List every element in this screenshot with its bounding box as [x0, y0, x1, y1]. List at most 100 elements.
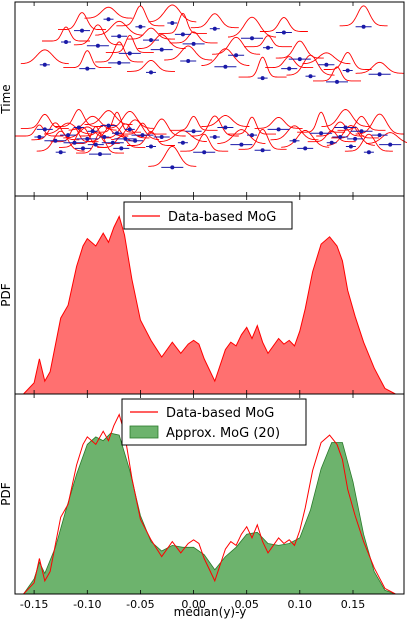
point-gaussian [101, 123, 150, 139]
data-point [110, 140, 115, 145]
points-layer [34, 17, 402, 170]
data-point [66, 133, 71, 138]
point-gaussian [84, 6, 133, 19]
data-point [308, 74, 313, 79]
point-gaussian [190, 13, 239, 29]
point-gaussian [228, 16, 276, 38]
data-point [223, 125, 228, 130]
point-gaussian [180, 133, 229, 152]
point-gaussian [366, 132, 407, 144]
data-point [281, 30, 286, 35]
data-point [159, 135, 164, 139]
data-point [287, 66, 292, 71]
data-point [239, 142, 244, 147]
data-point [303, 146, 308, 151]
point-gaussian [337, 115, 386, 131]
data-point [149, 38, 153, 43]
point-gaussian [84, 110, 133, 126]
data-point [42, 127, 47, 132]
data-point [338, 135, 343, 139]
legend-panel-2: Data-based MoG [123, 201, 293, 230]
point-gaussian [323, 52, 372, 70]
point-gaussian [42, 26, 90, 42]
point-gaussian [265, 56, 314, 69]
data-point [95, 43, 100, 48]
data-point [119, 146, 124, 151]
data-point [123, 136, 128, 141]
point-gaussian [238, 128, 287, 150]
legend-panel-3: Data-based MoG Approx. MoG (20) [121, 398, 307, 446]
x-tick-label: -0.10 [73, 598, 101, 611]
data-point [366, 150, 371, 155]
point-gaussian [76, 132, 124, 154]
x-tick-label: 0.10 [288, 598, 313, 611]
data-point [292, 138, 297, 143]
data-point [159, 47, 164, 52]
point-gaussian [20, 49, 69, 65]
data-point [260, 76, 265, 81]
point-gaussian [116, 5, 165, 27]
point-gaussian [80, 124, 129, 137]
data-point [149, 70, 153, 75]
point-gaussian [275, 40, 324, 59]
legend-entry-approx-mog: Approx. MoG (20) [166, 426, 280, 441]
point-gaussian [164, 45, 213, 61]
data-point [348, 144, 353, 149]
point-gaussian [148, 145, 197, 167]
data-point [80, 28, 84, 33]
point-gaussian [297, 111, 346, 133]
point-gaussian [158, 130, 207, 143]
data-point [266, 45, 270, 50]
point-gaussian [244, 35, 292, 48]
point-gaussian [212, 36, 261, 55]
point-gaussian [54, 109, 103, 127]
point-gaussian [259, 17, 308, 32]
data-point [133, 138, 138, 143]
point-gaussian [137, 118, 186, 137]
panel-3-frame [14, 393, 405, 595]
data-point [170, 21, 175, 25]
point-gaussian [281, 129, 330, 148]
point-gaussian [169, 115, 218, 131]
data-point [388, 142, 393, 147]
panel-2-ylabel: PDF [0, 283, 13, 306]
point-gaussian [88, 124, 137, 143]
point-gaussian [169, 31, 218, 44]
data-point [90, 129, 95, 134]
legend-entry-data-mog: Data-based MoG [168, 210, 276, 225]
density-line-data-mog [23, 413, 396, 595]
data-point [212, 26, 217, 31]
point-gaussian [201, 48, 250, 67]
data-point [186, 59, 191, 63]
point-gaussian [302, 52, 351, 65]
data-point [361, 24, 366, 29]
point-gaussian [217, 129, 266, 144]
data-point [102, 135, 107, 139]
point-gaussian [254, 116, 303, 129]
data-point [140, 133, 145, 138]
point-gaussian [270, 125, 319, 141]
data-point [329, 140, 334, 145]
data-point [115, 131, 119, 136]
point-gaussian [95, 41, 144, 63]
point-gaussian [355, 61, 404, 74]
data-point [353, 136, 358, 141]
data-point [191, 129, 196, 134]
x-tick-label: 0.15 [341, 598, 366, 611]
density-line-data-mog [23, 215, 396, 395]
x-tick-label: 0.05 [234, 598, 259, 611]
data-point [81, 146, 85, 151]
data-point [377, 72, 382, 77]
data-point [250, 36, 254, 41]
data-point [359, 129, 364, 134]
data-point [180, 140, 185, 145]
data-point [37, 135, 42, 139]
point-gaussian [58, 12, 106, 31]
density-fill-data-mog [23, 216, 396, 394]
point-gaussian [238, 56, 287, 78]
point-gaussian [63, 50, 112, 69]
data-point [377, 133, 382, 138]
data-point [343, 125, 348, 130]
data-point [85, 66, 90, 71]
